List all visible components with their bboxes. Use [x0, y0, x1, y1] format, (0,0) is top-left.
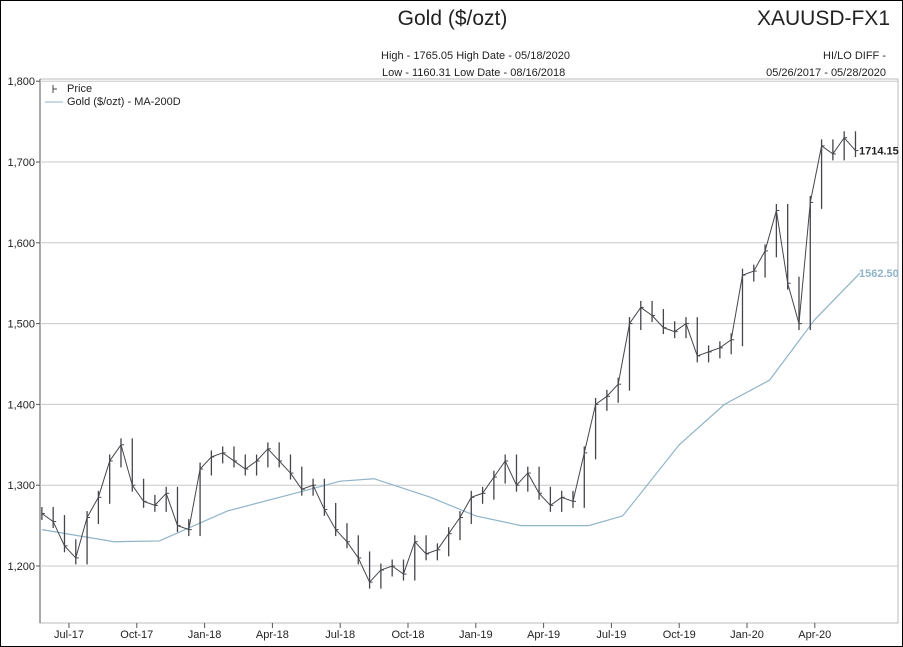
x-tick-label: Jan-19: [459, 629, 493, 641]
y-tick-label: 1,800: [7, 76, 35, 88]
ma-200d-line: [41, 272, 861, 543]
x-tick-label: Jan-18: [188, 629, 222, 641]
symbol-label: XAUUSD-FX1: [756, 7, 890, 30]
y-tick-label: 1,700: [7, 157, 35, 169]
y-tick-label: 1,400: [7, 399, 35, 411]
last-price-label: 1714.15: [859, 146, 899, 158]
x-tick-label: Jul-19: [596, 629, 626, 641]
x-tick-label: Jan-20: [730, 629, 764, 641]
y-tick-label: 1,200: [7, 561, 35, 573]
x-tick-label: Jul-18: [325, 629, 355, 641]
x-tick-label: Jul-17: [54, 629, 84, 641]
x-tick-label: Apr-19: [527, 629, 560, 641]
low-info: Low - 1160.31 Low Date - 08/16/2018: [382, 67, 566, 79]
x-tick-label: Oct-17: [120, 629, 153, 641]
date-range-info: 05/26/2017 - 05/28/2020: [766, 67, 886, 79]
y-tick-label: 1,300: [7, 480, 35, 492]
price-line: [41, 136, 856, 584]
y-tick-label: 1,600: [7, 238, 35, 250]
high-info: High - 1765.05 High Date - 05/18/2020: [381, 50, 570, 62]
x-tick-label: Apr-20: [798, 629, 831, 641]
x-tick-label: Oct-18: [391, 629, 424, 641]
hilo-diff-info: HI/LO DIFF -: [823, 50, 886, 62]
legend-ma: Gold ($/ozt) - MA-200D: [67, 96, 181, 108]
chart-title: Gold ($/ozt): [397, 7, 508, 30]
x-tick-label: Oct-19: [663, 629, 696, 641]
last-ma-label: 1562.50: [859, 268, 899, 280]
legend-price: Price: [67, 83, 93, 95]
y-tick-label: 1,500: [7, 319, 35, 331]
x-tick-label: Apr-18: [256, 629, 289, 641]
plot-border: [39, 78, 899, 624]
